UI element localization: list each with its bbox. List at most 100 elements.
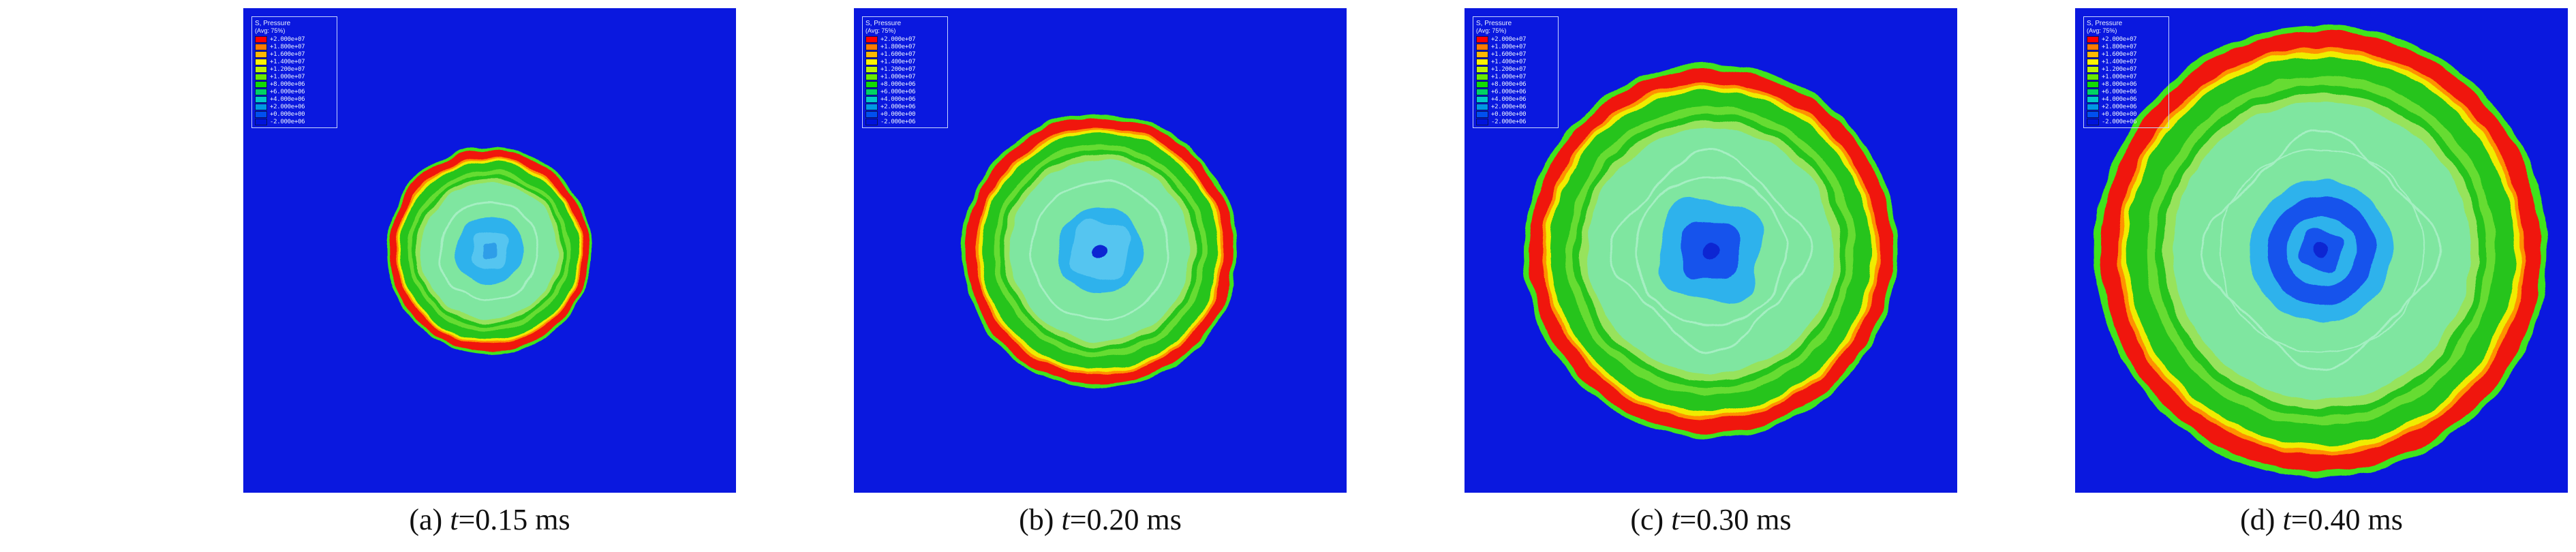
legend-row: +0.000e+00 [2087, 110, 2166, 118]
legend-value: +2.000e+06 [270, 103, 305, 110]
subfigure-caption: (b) t=0.20 ms [1019, 502, 1182, 537]
legend-swatch [255, 118, 267, 125]
subfigure-caption: (c) t=0.30 ms [1630, 502, 1791, 537]
legend-swatch [255, 80, 267, 88]
legend-value: +2.000e+07 [880, 35, 916, 43]
legend-row: +1.800e+07 [2087, 43, 2166, 50]
legend-swatch [1476, 103, 1488, 110]
legend-value: +8.000e+06 [2102, 80, 2137, 88]
legend-swatch [255, 43, 267, 50]
legend-subtitle: (Avg: 75%) [255, 27, 286, 34]
legend-value: -2.000e+06 [270, 118, 305, 125]
legend-row: +1.600e+07 [1476, 50, 1555, 58]
legend-swatch [2087, 58, 2099, 65]
legend-row: +1.200e+07 [255, 65, 334, 73]
legend-swatch [865, 95, 878, 103]
legend-value: +1.200e+07 [270, 65, 305, 73]
legend-row: +2.000e+06 [865, 103, 945, 110]
legend-row: +6.000e+06 [865, 88, 945, 95]
legend-title: S, Pressure [1476, 20, 1512, 27]
legend-swatch [2087, 80, 2099, 88]
legend-swatch [2087, 118, 2099, 125]
legend-value: +0.000e+00 [1491, 110, 1527, 118]
caption-label: (d) [2240, 503, 2283, 536]
legend-value: +1.200e+07 [2102, 65, 2137, 73]
legend-value: +4.000e+06 [1491, 95, 1527, 103]
legend-row: +0.000e+00 [255, 110, 334, 118]
caption-label: (a) [409, 503, 450, 536]
legend-value: +1.000e+07 [270, 73, 305, 80]
legend-swatch [865, 35, 878, 43]
legend-swatch [865, 118, 878, 125]
legend-value: +1.200e+07 [1491, 65, 1527, 73]
legend-row: +0.000e+00 [865, 110, 945, 118]
contour-svg [1465, 8, 1957, 493]
legend-row: -2.000e+06 [1476, 118, 1555, 125]
legend-value: +0.000e+00 [880, 110, 916, 118]
legend-row: +4.000e+06 [2087, 95, 2166, 103]
legend-entries: +2.000e+07 +1.800e+07 +1.600e+07 +1.400e+07… [2087, 35, 2166, 125]
legend-swatch [865, 88, 878, 95]
legend-value: +4.000e+06 [270, 95, 305, 103]
legend-swatch [1476, 35, 1488, 43]
legend-swatch [865, 58, 878, 65]
legend-value: +1.000e+07 [1491, 73, 1527, 80]
legend-value: -2.000e+06 [880, 118, 916, 125]
legend-value: +8.000e+06 [1491, 80, 1527, 88]
contour-rings [386, 147, 593, 354]
legend-swatch [1476, 50, 1488, 58]
legend-subtitle: (Avg: 75%) [2087, 27, 2117, 34]
caption-time: =0.15 ms [458, 503, 570, 536]
legend-swatch [255, 88, 267, 95]
legend-swatch [1476, 65, 1488, 73]
legend-value: +1.600e+07 [2102, 50, 2137, 58]
legend-swatch [255, 35, 267, 43]
legend-value: +2.000e+06 [1491, 103, 1527, 110]
legend-swatch [255, 110, 267, 118]
legend-swatch [865, 80, 878, 88]
legend-value: -2.000e+06 [1491, 118, 1527, 125]
contour-rings [962, 113, 1238, 388]
caption-time: =0.40 ms [2290, 503, 2403, 536]
legend-value: +1.400e+07 [880, 58, 916, 65]
colorbar-legend: S, Pressure (Avg: 75%) +2.000e+07 +1.800e… [1473, 16, 1559, 128]
legend-swatch [255, 103, 267, 110]
legend-row: +1.600e+07 [2087, 50, 2166, 58]
legend-row: +2.000e+07 [1476, 35, 1555, 43]
legend-value: -2.000e+06 [2102, 118, 2137, 125]
subfigure-caption: (d) t=0.40 ms [2240, 502, 2403, 537]
legend-title: S, Pressure [2087, 20, 2123, 27]
subfigure-d: S, Pressure (Avg: 75%) +2.000e+07 +1.800e… [2075, 8, 2568, 537]
legend-swatch [255, 58, 267, 65]
legend-row: +1.200e+07 [865, 65, 945, 73]
legend-row: +2.000e+07 [2087, 35, 2166, 43]
legend-row: +1.800e+07 [865, 43, 945, 50]
legend-value: +1.600e+07 [1491, 50, 1527, 58]
legend-value: +8.000e+06 [880, 80, 916, 88]
legend-row: +2.000e+07 [255, 35, 334, 43]
legend-row: -2.000e+06 [2087, 118, 2166, 125]
legend-row: +1.000e+07 [2087, 73, 2166, 80]
legend-entries: +2.000e+07 +1.800e+07 +1.600e+07 +1.400e+07… [255, 35, 334, 125]
legend-row: +4.000e+06 [1476, 95, 1555, 103]
legend-row: +6.000e+06 [255, 88, 334, 95]
legend-swatch [255, 73, 267, 80]
legend-value: +8.000e+06 [270, 80, 305, 88]
caption-label: (b) [1019, 503, 1062, 536]
legend-row: +2.000e+06 [255, 103, 334, 110]
legend-row: +8.000e+06 [255, 80, 334, 88]
legend-swatch [865, 65, 878, 73]
legend-swatch [1476, 58, 1488, 65]
legend-swatch [2087, 65, 2099, 73]
legend-value: +2.000e+07 [270, 35, 305, 43]
contour-svg [243, 8, 736, 493]
caption-variable: t [2282, 503, 2291, 536]
colorbar-legend: S, Pressure (Avg: 75%) +2.000e+07 +1.800e… [862, 16, 948, 128]
legend-value: +1.800e+07 [880, 43, 916, 50]
caption-time: =0.30 ms [1679, 503, 1792, 536]
legend-swatch [865, 50, 878, 58]
legend-row: -2.000e+06 [865, 118, 945, 125]
legend-value: +1.600e+07 [270, 50, 305, 58]
legend-swatch [865, 103, 878, 110]
contour-rings [2095, 25, 2547, 477]
